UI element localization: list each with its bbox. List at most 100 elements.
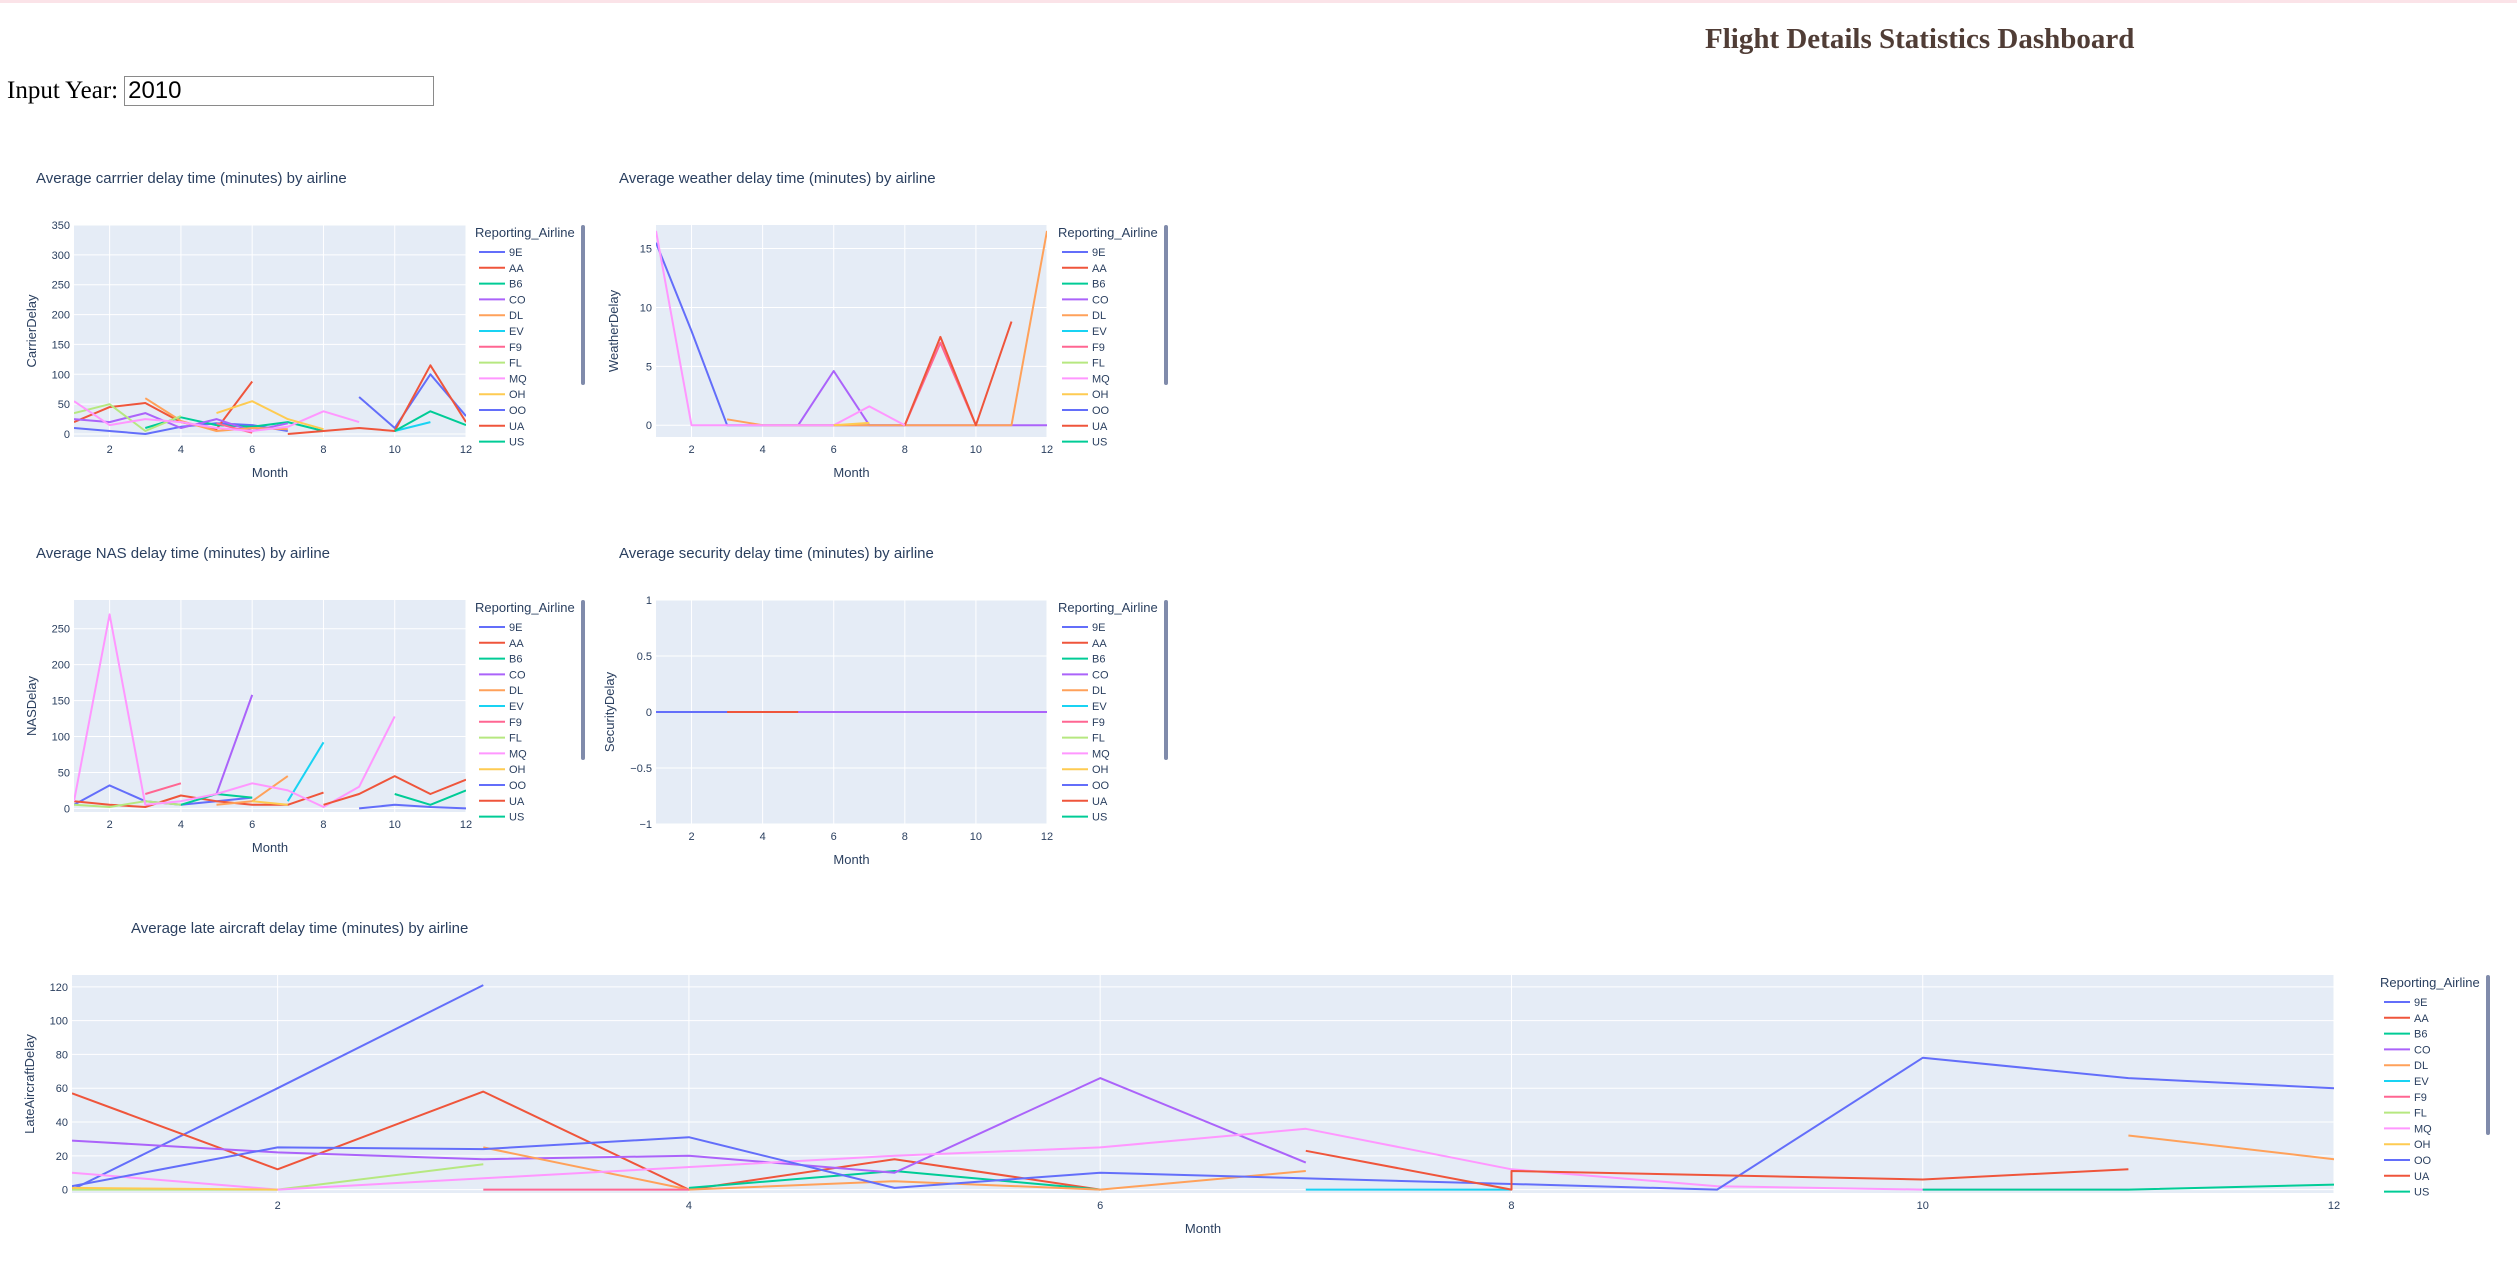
y-tick-label: 0 (64, 429, 70, 441)
series-line-US (1922, 1183, 2334, 1191)
y-tick-label: 200 (52, 310, 70, 322)
year-input[interactable] (124, 76, 435, 106)
series-line-OH (72, 1186, 278, 1191)
legend: Reporting_Airline 9E AA B6 CO DL EV F9 FL MQ OH OO U… (1058, 600, 1168, 824)
series-line-OH (216, 400, 324, 431)
y-tick-label: 0 (64, 803, 70, 815)
x-tick-label: 8 (1508, 1200, 1514, 1212)
legend-item: AA (509, 263, 524, 275)
y-tick-label: 40 (56, 1117, 68, 1129)
legend-item: OH (509, 764, 526, 776)
x-tick-label: 4 (760, 831, 766, 843)
legend-item: OO (509, 405, 527, 417)
x-tick-label: 4 (760, 444, 766, 456)
legend-item: CO (1092, 294, 1109, 306)
x-tick-label: 6 (831, 831, 837, 843)
x-tick-label: 2 (688, 444, 694, 456)
legend-item: MQ (509, 748, 527, 760)
legend-item: OH (2414, 1139, 2431, 1151)
y-tick-label: 300 (52, 250, 70, 262)
x-tick-label: 10 (389, 819, 401, 831)
series-line-MQ (72, 1127, 2129, 1191)
y-tick-label: 20 (56, 1151, 68, 1163)
y-tick-label: 250 (52, 624, 70, 636)
legend-item: EV (2414, 1076, 2429, 1088)
x-axis-label: Month (252, 465, 288, 480)
x-axis-label: Month (833, 852, 869, 867)
legend-item: EV (509, 701, 524, 713)
plot-area (74, 600, 466, 812)
legend-scrollbar (581, 600, 585, 760)
x-tick-label: 10 (970, 444, 982, 456)
x-tick-label: 12 (1041, 831, 1053, 843)
legend-item: OH (1092, 389, 1109, 401)
security-delay-chart: Average security delay time (minutes) by… (602, 545, 1168, 867)
x-tick-label: 2 (275, 1200, 281, 1212)
x-tick-label: 2 (688, 831, 694, 843)
legend-item: OH (509, 389, 526, 401)
legend-item: DL (509, 310, 523, 322)
x-axis-label: Month (252, 840, 288, 855)
legend-item: OO (1092, 780, 1110, 792)
legend-item: DL (1092, 310, 1106, 322)
x-tick-label: 6 (249, 819, 255, 831)
series-line-UA (323, 775, 466, 806)
legend-item: 9E (509, 247, 522, 259)
legend-item: AA (2414, 1013, 2429, 1025)
legend-item: CO (509, 669, 526, 681)
plot-area (74, 225, 466, 437)
legend-item: UA (509, 421, 525, 433)
y-tick-label: 50 (58, 399, 70, 411)
legend-item: FL (509, 358, 522, 370)
legend-item: MQ (2414, 1123, 2432, 1135)
series-line-9E (74, 422, 288, 435)
legend-item: UA (1092, 421, 1108, 433)
series-line-US (394, 789, 466, 806)
chart-title: Average NAS delay time (minutes) by airl… (36, 545, 330, 562)
series-line-EV (394, 421, 431, 432)
gridlines (656, 225, 1048, 437)
legend-item: UA (2414, 1171, 2430, 1183)
series-line-9E (72, 984, 484, 1191)
y-tick-label: 250 (52, 280, 70, 292)
legend: Reporting_Airline 9E AA B6 CO DL EV F9 FL MQ OH OO U… (475, 600, 585, 824)
legend-item: OO (2414, 1155, 2432, 1167)
series-lines (74, 364, 466, 435)
gridlines (72, 975, 2335, 1193)
legend-item: MQ (509, 373, 527, 385)
series-line-MQ (74, 400, 360, 432)
legend-item: UA (1092, 796, 1108, 808)
series-line-OH (833, 421, 870, 427)
x-tick-label: 10 (1917, 1200, 1929, 1212)
y-tick-label: 100 (50, 1016, 68, 1028)
legend-item: F9 (1092, 717, 1105, 729)
series-line-UA (287, 364, 466, 435)
y-tick-label: 5 (646, 361, 652, 373)
legend-item: F9 (2414, 1092, 2427, 1104)
y-tick-label: 0 (646, 707, 652, 719)
y-tick-label: 0 (646, 420, 652, 432)
x-tick-label: 8 (902, 831, 908, 843)
y-tick-label: 15 (640, 244, 652, 256)
y-tick-label: 120 (50, 982, 68, 994)
page-title: Flight Details Statistics Dashboard (1705, 23, 2135, 55)
series-line-CO (72, 1077, 1307, 1174)
x-tick-label: 6 (249, 444, 255, 456)
y-tick-label: −0.5 (630, 763, 652, 775)
series-line-MQ (74, 613, 396, 808)
late-aircraft-delay-chart: Average late aircraft delay time (minute… (22, 920, 2490, 1236)
year-input-row: Input Year: (7, 76, 435, 106)
page-title-wrap: Flight Details Statistics Dashboard (1705, 23, 2134, 56)
x-tick-label: 4 (686, 1200, 692, 1212)
x-tick-label: 12 (460, 819, 472, 831)
y-tick-label: 0.5 (637, 651, 652, 663)
chart-title: Average carrrier delay time (minutes) by… (36, 170, 347, 187)
legend-item: CO (2414, 1044, 2431, 1056)
legend-item: US (1092, 437, 1107, 449)
x-tick-label: 6 (831, 444, 837, 456)
legend-item: UA (509, 796, 525, 808)
y-tick-label: 100 (52, 369, 70, 381)
legend-item: MQ (1092, 748, 1110, 760)
series-line-F9 (145, 782, 182, 795)
legend-item: 9E (1092, 622, 1105, 634)
